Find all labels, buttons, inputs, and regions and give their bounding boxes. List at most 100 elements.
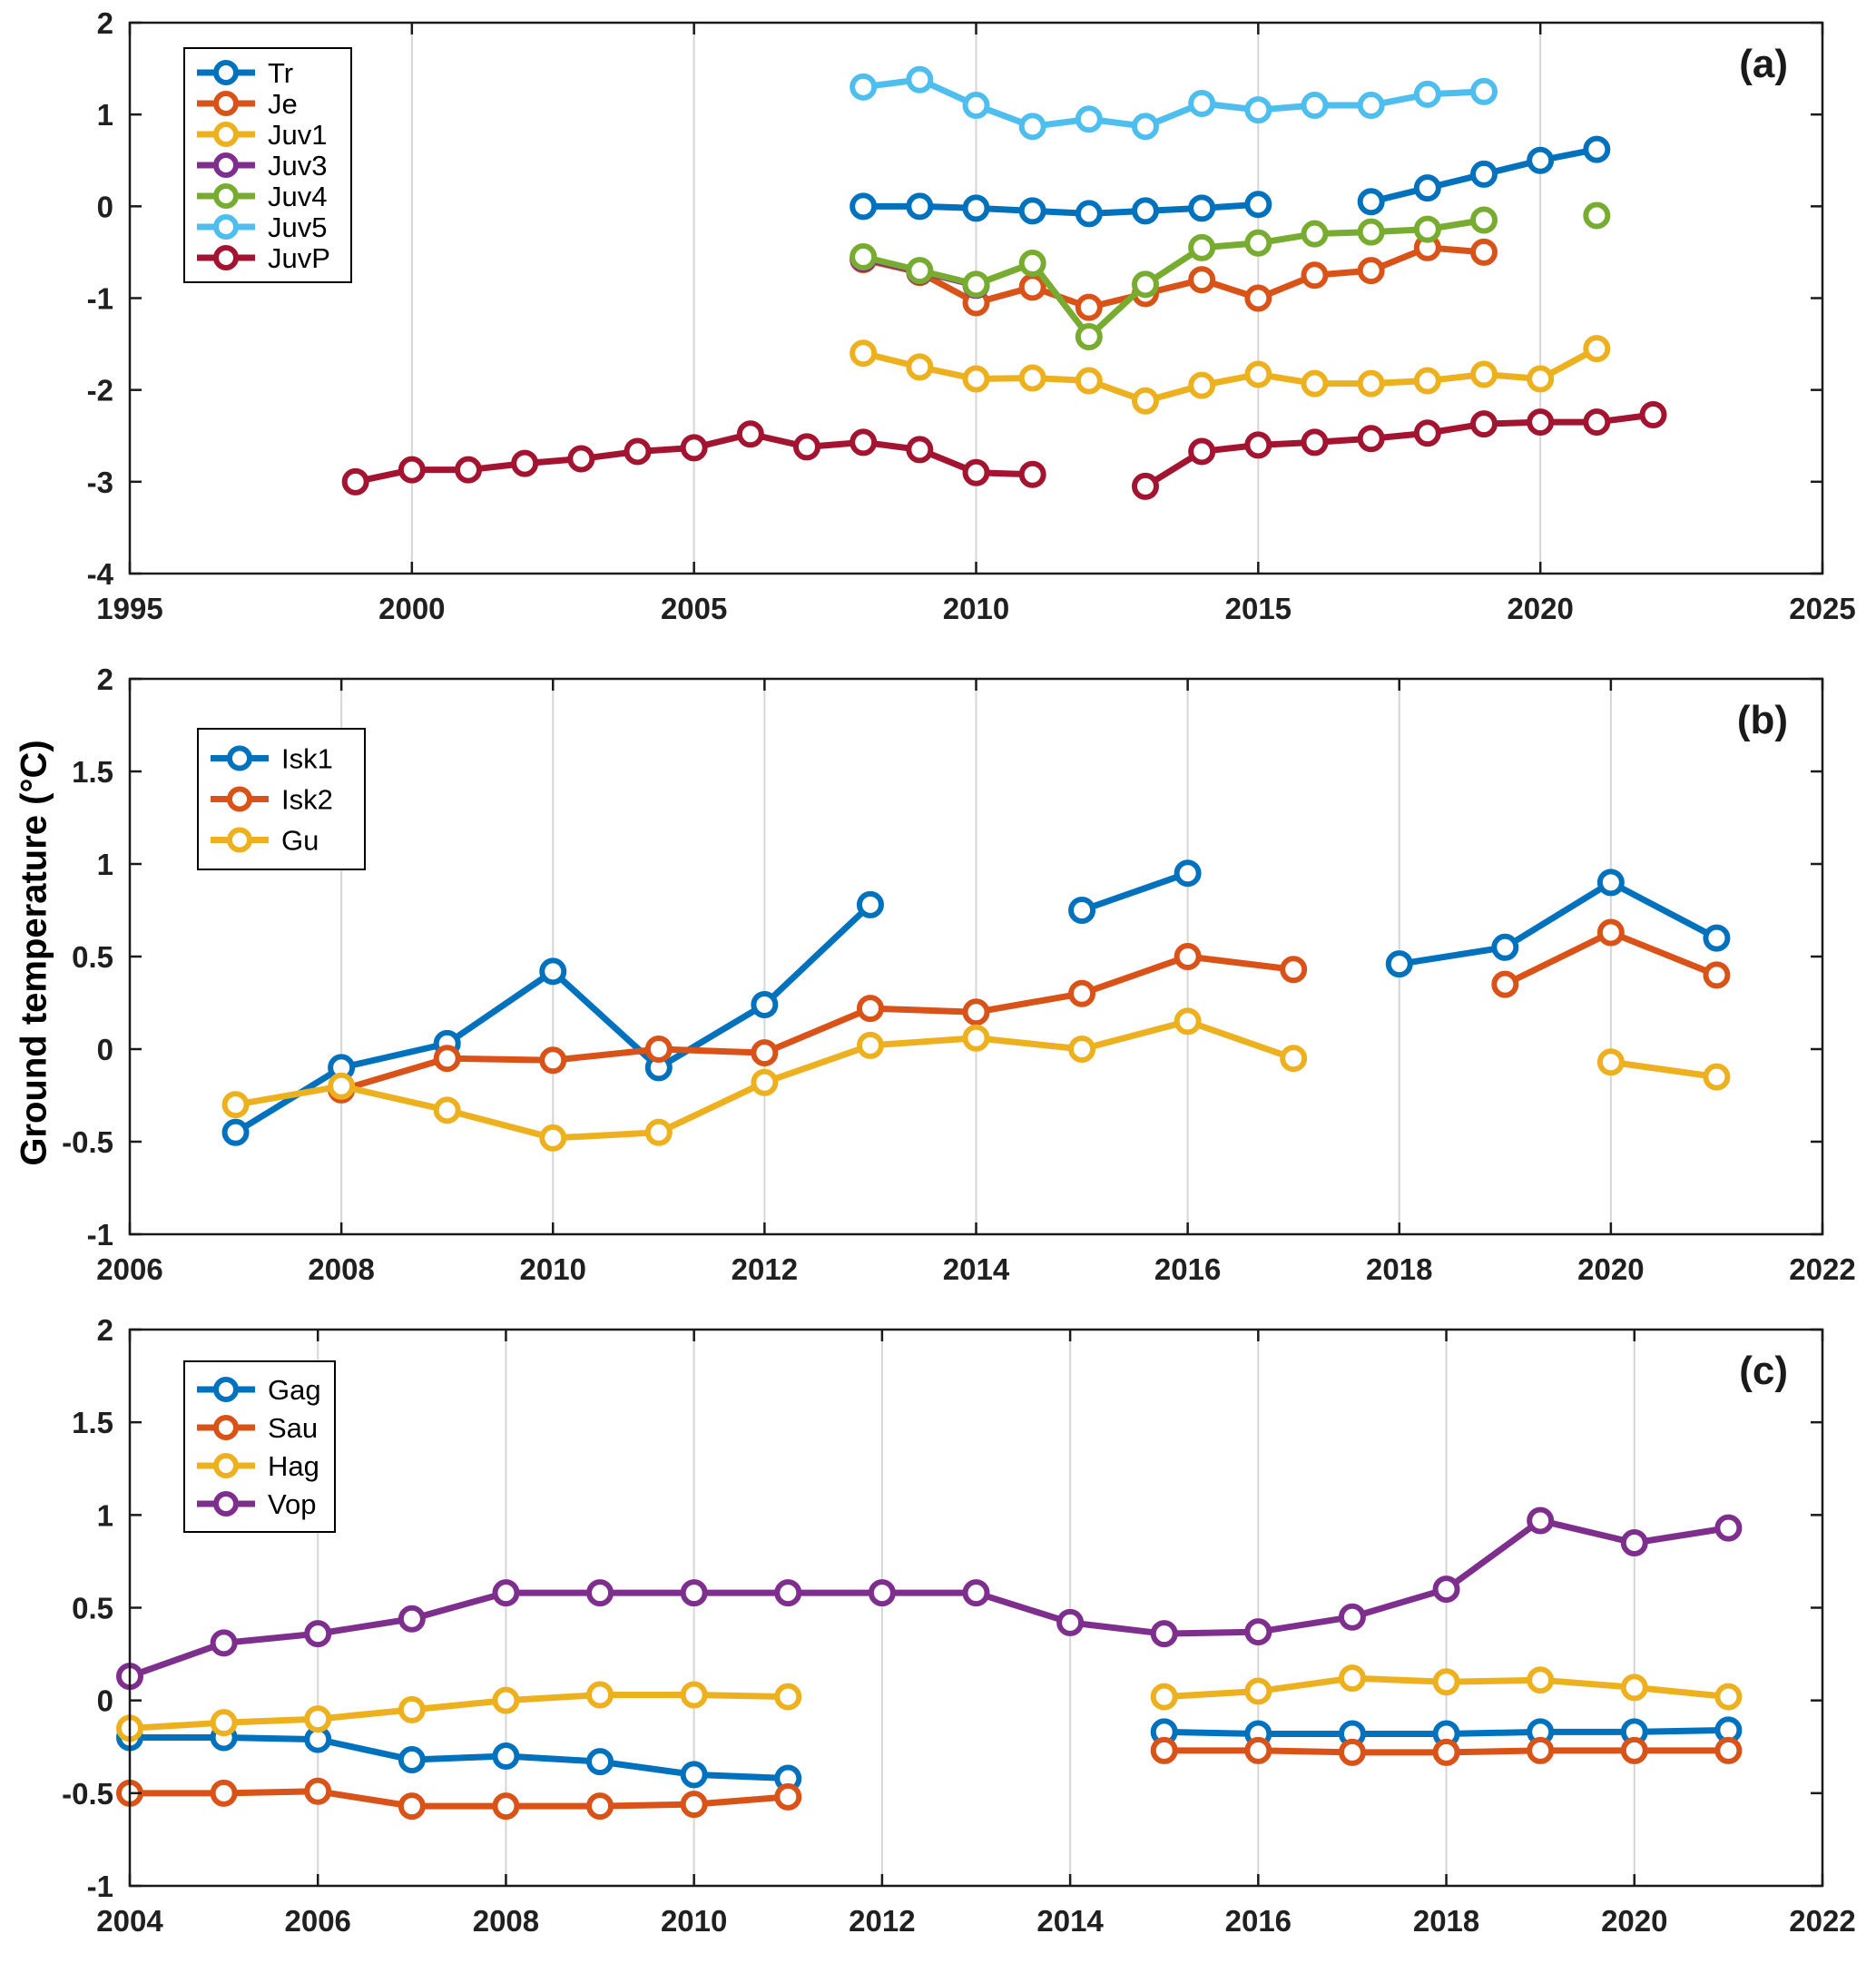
x-tick-label: 2022	[1789, 1904, 1855, 1938]
legend-label: Je	[268, 88, 298, 120]
y-tick-label: -4	[87, 557, 114, 591]
marker-Juv1	[1075, 367, 1103, 395]
series-line-Hag	[126, 1692, 791, 1732]
marker-JuvP	[511, 449, 539, 477]
marker-Juv1	[962, 365, 990, 393]
marker-Vop	[1150, 1620, 1178, 1648]
marker-JuvP	[1527, 408, 1555, 437]
series-Isk1	[221, 859, 1731, 1146]
marker-Gu	[962, 1024, 990, 1052]
legend: Gag Sau Hag Vop	[183, 1360, 336, 1533]
legend-entry-JuvP: JuvP	[197, 242, 330, 274]
marker-Hag	[1714, 1683, 1743, 1711]
y-tick-label: 0.5	[72, 940, 113, 974]
y-tick-label: 0	[97, 1684, 113, 1718]
x-tick-label: 2012	[849, 1904, 915, 1938]
axis-ticks: 2004 2006 2008 2010 2012 2014 2016 2018 2020 2022…	[62, 1313, 1856, 1938]
marker-Isk1	[751, 991, 779, 1019]
marker-Hag	[1620, 1674, 1648, 1702]
marker-Juv5	[1301, 92, 1329, 120]
axis-ticks: 2006 2008 2010 2012 2014 2016 2018 2020 2022 -1 -0…	[62, 663, 1856, 1286]
x-tick-label: 2006	[96, 1252, 162, 1286]
marker-Isk2	[751, 1039, 779, 1067]
marker-Juv4	[1301, 220, 1329, 248]
marker-Isk2	[962, 998, 990, 1026]
marker-Juv4	[1413, 215, 1441, 243]
marker-Hag	[398, 1695, 426, 1723]
marker-Hag	[1527, 1666, 1555, 1694]
marker-Tr	[1075, 200, 1103, 228]
axis-ticks: 1995 2000 2005 2010 2015 2020 2025 -4 -3 -2 -1 0 1 2	[87, 6, 1856, 625]
x-tick-label: 2020	[1507, 592, 1573, 625]
marker-Gu	[644, 1118, 673, 1146]
series-line-Sau	[126, 1788, 791, 1810]
marker-Juv4	[1470, 206, 1498, 234]
marker-Gu	[1596, 1048, 1625, 1076]
marker-Hag	[1338, 1664, 1366, 1693]
marker-Hag	[304, 1705, 332, 1733]
legend-entry-Gag: Gag	[197, 1374, 321, 1406]
series-Sau	[116, 1736, 1743, 1821]
legend-label: Juv3	[268, 150, 327, 182]
marker-Juv1	[850, 339, 878, 368]
marker-Je	[1018, 273, 1046, 301]
legend-entry-Isk1: Isk1	[211, 743, 333, 775]
marker-JuvP	[1639, 400, 1667, 428]
marker-JuvP	[624, 437, 652, 466]
marker-Isk2	[1491, 970, 1519, 998]
marker-Isk1	[1174, 859, 1202, 888]
marker-JuvP	[1188, 437, 1216, 466]
legend-marker	[227, 827, 252, 853]
series-Juv5	[850, 65, 1498, 141]
marker-JuvP	[567, 445, 595, 473]
series-line-Gu	[1607, 1058, 1720, 1081]
marker-JuvP	[1357, 425, 1385, 453]
series-line-Isk1	[1396, 879, 1720, 967]
legend-entry-Vop: Vop	[197, 1488, 316, 1520]
marker-Juv1	[1018, 364, 1046, 392]
marker-Vop	[1714, 1514, 1743, 1542]
marker-Isk2	[433, 1045, 461, 1073]
marker-Juv4	[850, 242, 878, 270]
marker-Sau	[1714, 1736, 1743, 1764]
marker-Sau	[398, 1792, 426, 1821]
marker-Juv5	[1413, 80, 1441, 108]
marker-Gu	[856, 1031, 884, 1059]
marker-Juv4	[1583, 201, 1611, 230]
marker-Juv5	[1470, 77, 1498, 105]
panel-label: (a)	[1739, 42, 1788, 86]
marker-Vop	[1620, 1528, 1648, 1556]
marker-Juv5	[850, 73, 878, 101]
legend-marker	[213, 1453, 239, 1478]
series-JuvP	[341, 400, 1667, 500]
marker-JuvP	[1301, 428, 1329, 456]
marker-Juv5	[906, 65, 934, 93]
series-Tr	[850, 135, 1611, 228]
marker-Vop	[586, 1579, 614, 1607]
x-tick-label: 2014	[1036, 1904, 1104, 1938]
y-tick-label: -3	[87, 466, 113, 499]
x-tick-label: 2015	[1225, 592, 1292, 625]
legend-marker	[213, 1377, 239, 1402]
marker-Tr	[1244, 191, 1272, 219]
legend-marker	[213, 214, 239, 240]
x-tick-label: 2018	[1413, 1904, 1479, 1938]
marker-JuvP	[455, 456, 482, 484]
series-line-Isk1	[1078, 869, 1192, 914]
x-tick-label: 2016	[1225, 1904, 1292, 1938]
y-tick-label: 1.5	[72, 1406, 113, 1439]
marker-Vop	[774, 1579, 802, 1607]
marker-Gu	[1068, 1036, 1096, 1063]
y-tick-label: 2	[97, 663, 113, 696]
x-tick-label: 2008	[308, 1252, 374, 1286]
marker-Juv5	[1188, 90, 1216, 118]
marker-Hag	[210, 1709, 238, 1737]
marker-Hag	[586, 1681, 614, 1709]
marker-Isk1	[221, 1118, 250, 1146]
legend-marker	[227, 786, 252, 812]
marker-Sau	[680, 1791, 708, 1819]
legend-entry-Hag: Hag	[197, 1450, 319, 1482]
marker-Juv5	[1075, 105, 1103, 133]
